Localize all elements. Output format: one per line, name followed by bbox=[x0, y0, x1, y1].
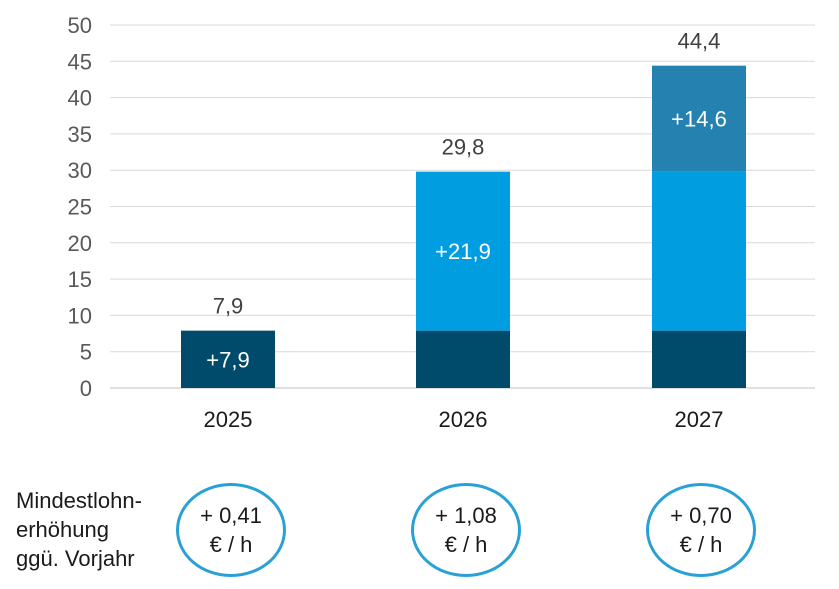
y-tick-label: 15 bbox=[68, 267, 92, 292]
wage-increase-unit: € / h bbox=[444, 532, 488, 557]
segment-label: +14,6 bbox=[671, 107, 727, 132]
minimum-wage-label-line: Mindestlohn- bbox=[16, 488, 142, 513]
total-label: 44,4 bbox=[678, 29, 721, 54]
y-tick-label: 45 bbox=[68, 49, 92, 74]
y-axis-ticks: 0 5 10 15 20 25 30 35 40 45 50 bbox=[68, 13, 92, 401]
bar-segment bbox=[416, 171, 510, 331]
y-tick-label: 10 bbox=[68, 303, 92, 328]
total-label: 29,8 bbox=[442, 135, 485, 160]
y-tick-label: 35 bbox=[68, 122, 92, 147]
minimum-wage-label: Mindestlohn- erhöhung ggü. Vorjahr bbox=[16, 486, 176, 573]
minimum-wage-label-line: erhöhung bbox=[16, 517, 109, 542]
y-tick-label: 20 bbox=[68, 231, 92, 256]
x-tick-label: 2026 bbox=[439, 407, 488, 430]
bar-segment bbox=[416, 330, 510, 388]
x-tick-label: 2025 bbox=[204, 407, 253, 430]
total-label: 7,9 bbox=[213, 294, 244, 319]
segment-labels: +7,9 +21,9 +14,6 bbox=[206, 107, 727, 373]
bars bbox=[181, 65, 746, 388]
minimum-wage-label-line: ggü. Vorjahr bbox=[16, 546, 135, 571]
wage-increase-unit: € / h bbox=[209, 532, 253, 557]
wage-increase-amount: + 0,41 bbox=[200, 503, 262, 528]
segment-label: +7,9 bbox=[206, 347, 249, 372]
y-tick-label: 25 bbox=[68, 195, 92, 220]
y-tick-label: 40 bbox=[68, 86, 92, 111]
bar-segment bbox=[652, 171, 746, 331]
bar-segment bbox=[652, 65, 746, 172]
x-tick-label: 2027 bbox=[675, 407, 724, 430]
wage-increase-2026: + 1,08 € / h bbox=[411, 483, 521, 577]
total-labels: 7,9 29,8 44,4 bbox=[213, 29, 721, 319]
y-tick-label: 50 bbox=[68, 13, 92, 38]
y-tick-label: 0 bbox=[80, 376, 92, 401]
bar-segment bbox=[652, 330, 746, 388]
wage-increase-2027: + 0,70 € / h bbox=[646, 483, 756, 577]
bar-segment bbox=[181, 330, 275, 388]
wage-increase-amount: + 0,70 bbox=[670, 503, 732, 528]
segment-label: +21,9 bbox=[435, 239, 491, 264]
wage-increase-amount: + 1,08 bbox=[435, 503, 497, 528]
wage-increase-unit: € / h bbox=[679, 532, 723, 557]
wage-increase-2025: + 0,41 € / h bbox=[176, 483, 286, 577]
x-axis-ticks: 2025 2026 2027 bbox=[204, 407, 724, 430]
y-tick-label: 5 bbox=[80, 340, 92, 365]
y-tick-label: 30 bbox=[68, 158, 92, 183]
